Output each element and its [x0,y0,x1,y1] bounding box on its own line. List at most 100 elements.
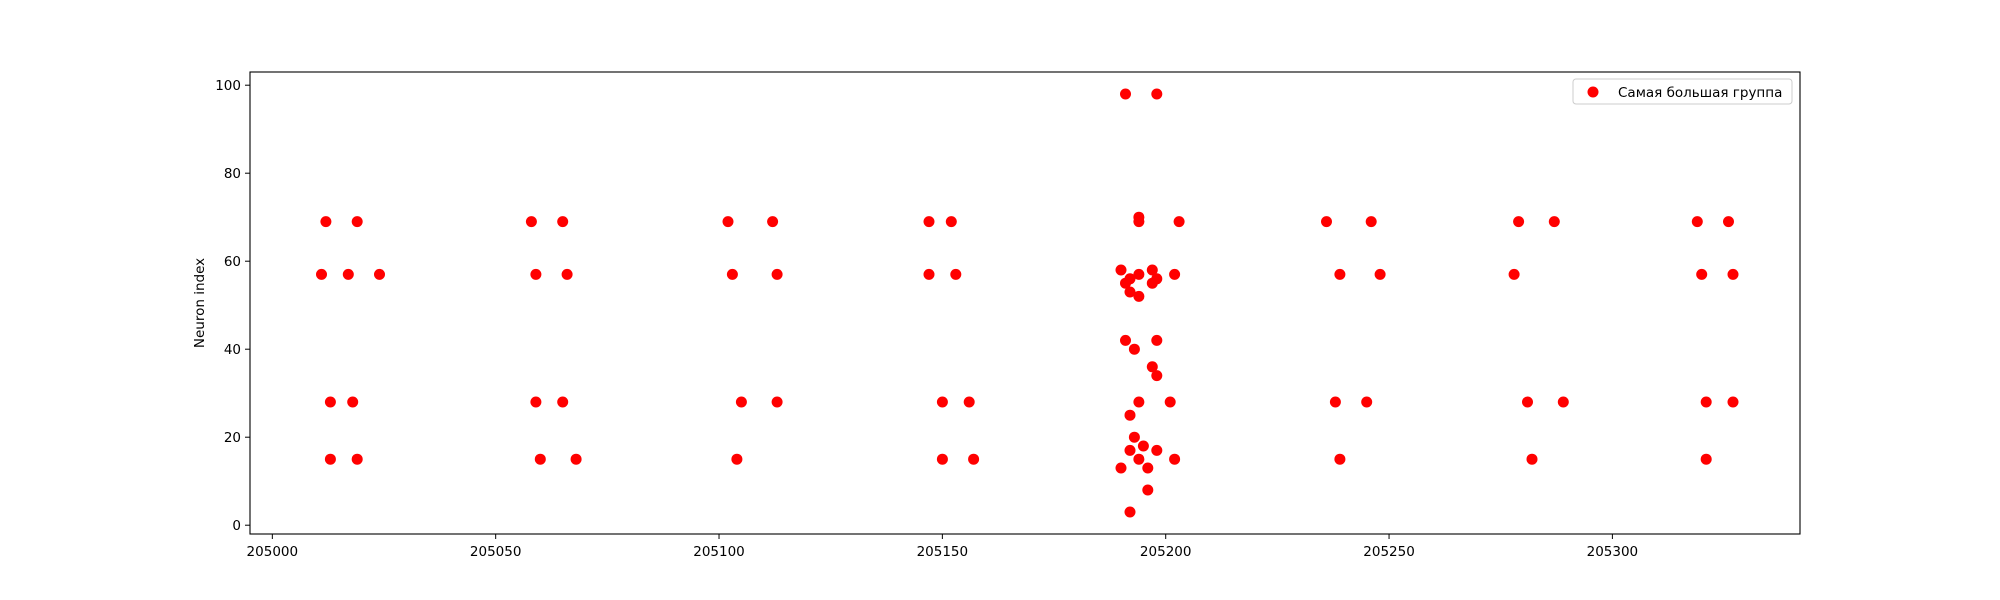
data-point [726,268,738,280]
data-point [1361,396,1373,408]
data-point [1133,396,1145,408]
legend-marker [1587,86,1599,98]
data-point [342,268,354,280]
x-tick-label: 205200 [1140,544,1192,560]
data-point [1173,216,1185,228]
data-point [1700,396,1712,408]
data-point [561,268,573,280]
data-point [1365,216,1377,228]
data-point [1115,264,1127,276]
data-point [1522,396,1533,408]
data-point [1700,453,1712,465]
data-point [1508,268,1520,280]
data-point [374,268,385,280]
x-tick-label: 205250 [1363,544,1415,560]
data-point [1133,290,1145,302]
y-tick-label: 80 [224,166,241,182]
data-point [923,268,935,280]
data-point [1727,396,1739,408]
x-tick-label: 205050 [470,544,522,560]
data-point [1151,88,1163,100]
data-point [1142,484,1154,496]
data-points [316,88,1739,518]
y-tick-label: 40 [224,342,241,358]
legend-box [1572,78,1793,105]
data-point [936,396,948,408]
legend-label: Самая большая группа [1618,85,1782,101]
data-point [771,396,783,408]
data-point [1334,268,1346,280]
data-point [534,453,546,465]
data-point [320,216,332,228]
data-point [968,453,980,465]
x-axis-ticks: 205000 205050 205100 205150 205200 205250 2053… [247,534,1639,560]
data-point [1727,268,1739,280]
legend: Самая большая группа [1572,78,1793,105]
data-point [316,268,327,280]
data-point [1133,453,1145,465]
data-point [771,268,783,280]
data-point [923,216,935,228]
data-point [731,453,743,465]
data-point [324,396,336,408]
data-point [351,216,363,228]
data-point [1142,462,1154,474]
data-point [530,268,542,280]
data-point [945,216,957,228]
data-point [1151,370,1163,382]
data-point [1374,268,1386,280]
data-point [1691,216,1703,228]
data-point [1137,440,1149,452]
data-point [1526,453,1538,465]
data-point [735,396,747,408]
y-tick-label: 20 [224,430,241,446]
data-point [936,453,948,465]
y-tick-label: 0 [232,518,241,534]
y-tick-label: 60 [224,254,241,270]
data-point [1513,216,1525,228]
data-point [1120,88,1131,100]
x-tick-label: 205150 [917,544,969,560]
data-point [767,216,779,228]
data-point [1133,216,1145,228]
data-point [525,216,537,228]
data-point [1696,268,1708,280]
data-point [1548,216,1560,228]
y-tick-label: 100 [215,78,241,94]
data-point [1120,334,1131,346]
data-point [1133,268,1145,280]
data-point [1334,453,1346,465]
data-point [1120,277,1131,289]
data-point [950,268,962,280]
data-point [1151,334,1163,346]
data-point [557,216,569,228]
data-point [1169,453,1181,465]
data-point [722,216,734,228]
data-point [530,396,542,408]
data-point [570,453,582,465]
data-point [557,396,569,408]
data-point [1146,264,1158,276]
data-point [1124,409,1136,421]
data-point [1128,343,1140,355]
data-point [1115,462,1127,474]
data-point [963,396,975,408]
data-point [1151,444,1163,456]
data-point [347,396,359,408]
data-point [1124,444,1136,456]
data-point [1164,396,1176,408]
data-point [1321,216,1332,228]
data-point [1146,361,1158,373]
y-axis-label: Neuron index [192,258,208,348]
x-tick-label: 205300 [1587,544,1639,560]
x-tick-label: 205000 [247,544,299,560]
data-point [1329,396,1341,408]
plot-frame [249,71,1801,535]
y-axis-ticks: 0 20 40 60 80 100 [215,78,250,534]
x-tick-label: 205100 [693,544,745,560]
data-point [1169,268,1181,280]
data-point [1146,277,1158,289]
data-point [1128,431,1140,443]
data-point [1124,286,1136,298]
